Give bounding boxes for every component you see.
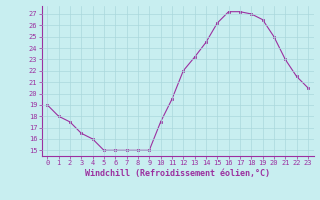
X-axis label: Windchill (Refroidissement éolien,°C): Windchill (Refroidissement éolien,°C): [85, 169, 270, 178]
